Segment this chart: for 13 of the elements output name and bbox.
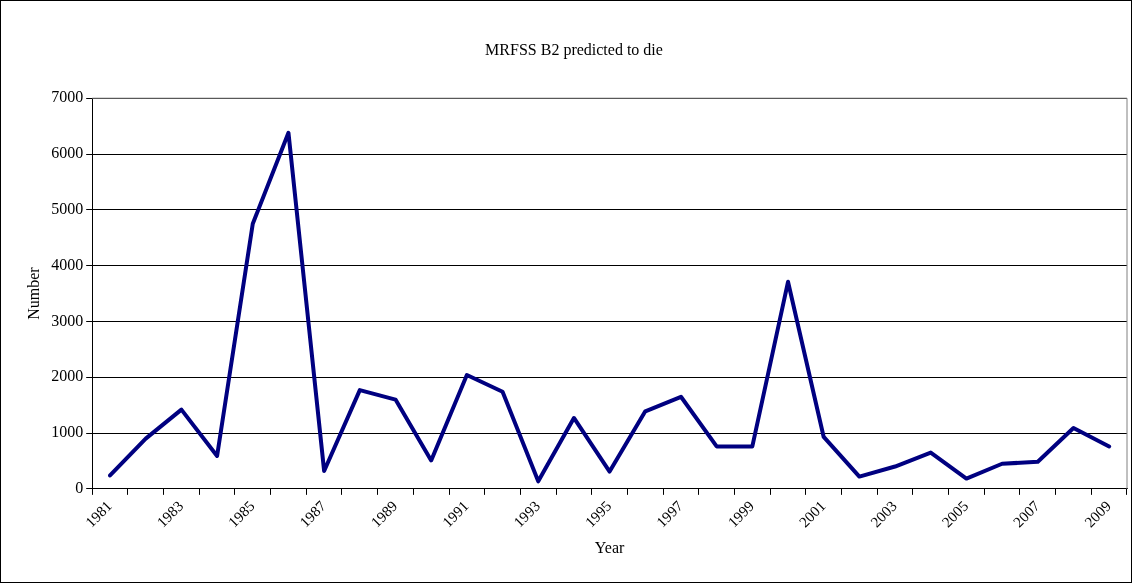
y-tick-label: 3000 bbox=[51, 311, 84, 329]
x-tick-label: 1981 bbox=[82, 497, 115, 531]
y-tick-label: 2000 bbox=[51, 367, 84, 385]
y-tick-label: 4000 bbox=[51, 255, 84, 273]
x-tick-label: 1991 bbox=[439, 497, 472, 531]
y-axis-title: Number bbox=[24, 266, 42, 320]
y-tick-label: 6000 bbox=[51, 144, 84, 162]
chart-title: MRFSS B2 predicted to die bbox=[485, 40, 663, 59]
y-tick-label: 7000 bbox=[51, 88, 84, 106]
x-axis-title: Year bbox=[594, 538, 626, 556]
y-tick-label: 0 bbox=[75, 479, 84, 497]
y-tick-label: 1000 bbox=[51, 423, 84, 441]
y-tick-label: 5000 bbox=[51, 200, 84, 218]
